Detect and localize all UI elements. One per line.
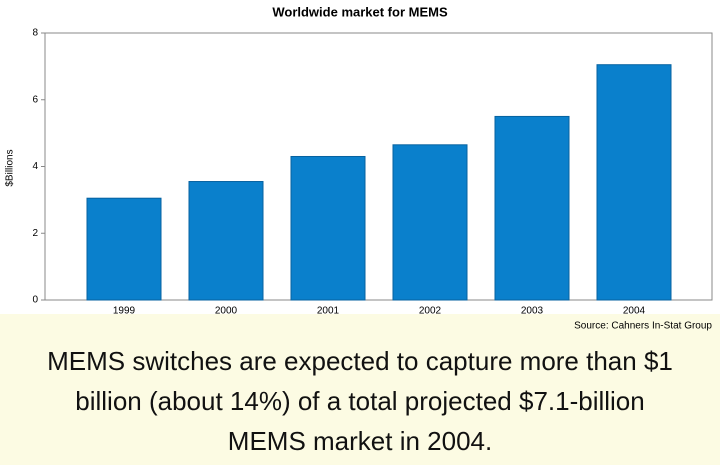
x-tick-label: 2001 xyxy=(317,306,340,317)
bar xyxy=(290,155,366,301)
y-axis-label: $Billions xyxy=(5,149,16,186)
bar xyxy=(188,181,264,301)
y-tick-label: 2 xyxy=(32,228,38,239)
x-tick-label: 2000 xyxy=(215,306,238,317)
y-tick-label: 0 xyxy=(32,295,38,306)
caption-line: MEMS market in 2004. xyxy=(227,426,493,456)
x-tick-label: 2003 xyxy=(521,306,544,317)
chart: Worldwide market for MEMS $Billions Sour… xyxy=(5,4,713,332)
caption-line: MEMS switches are expected to capture mo… xyxy=(47,346,673,376)
x-tick-label: 2002 xyxy=(419,306,442,317)
source: Source: Cahners In-Stat Group xyxy=(574,321,712,332)
bar xyxy=(392,144,468,301)
bar xyxy=(494,115,570,301)
caption-line: billion (about 14%) of a total projected… xyxy=(75,386,645,416)
x-tick-label: 1999 xyxy=(113,306,136,317)
chart-title: Worldwide market for MEMS xyxy=(272,4,448,19)
x-tick-label: 2004 xyxy=(623,306,646,317)
bar xyxy=(596,64,672,301)
y-tick-label: 4 xyxy=(32,161,38,172)
caption-area: MEMS switches are expected to capture mo… xyxy=(0,314,720,465)
y-tick-label: 6 xyxy=(32,94,38,105)
bar xyxy=(86,197,162,301)
y-tick-label: 8 xyxy=(32,28,38,39)
